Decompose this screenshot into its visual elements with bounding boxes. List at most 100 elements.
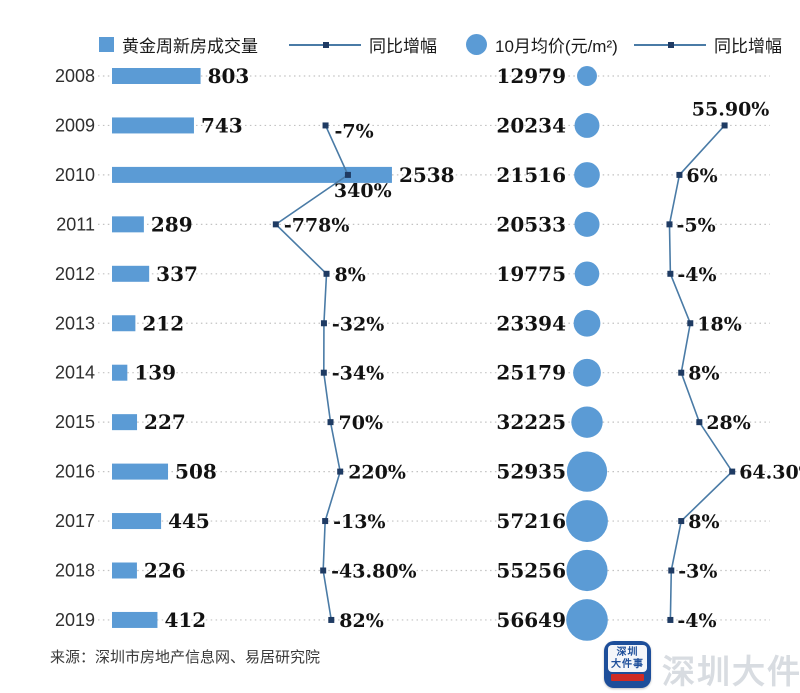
yoy-right-label: 64.30% [739, 462, 800, 484]
yoy-right-marker [729, 468, 736, 475]
year-label: 2017 [55, 511, 95, 531]
bar-value-label: 212 [142, 311, 184, 335]
bar-value-label: 139 [134, 361, 176, 385]
year-label: 2018 [55, 561, 95, 581]
yoy-right-label: -5% [676, 214, 715, 236]
yoy-right-marker [678, 369, 685, 376]
bar-value-label: 289 [151, 212, 193, 236]
bar-value-label: 226 [144, 559, 186, 583]
bar [112, 315, 136, 332]
price-bubble [574, 211, 600, 237]
line-series-swatch-icon [289, 38, 361, 51]
bar-layer [112, 68, 392, 628]
yoy-right-label: 6% [686, 165, 717, 187]
bar-value-label: 2538 [399, 163, 455, 187]
price-bubble [573, 358, 601, 387]
year-label: 2011 [56, 214, 95, 234]
legend-label-bar: 黄金周新房成交量 [122, 37, 258, 56]
bar-value-label: 508 [175, 460, 217, 484]
price-label: 20533 [496, 212, 566, 236]
bar-value-label: 743 [201, 113, 243, 137]
yoy-left-marker [344, 171, 351, 178]
yoy-left-marker [320, 369, 327, 376]
yoy-right-label: 55.90% [692, 98, 770, 120]
legend-item-yoy-left: 同比增幅 [289, 32, 437, 57]
bar-value-label: 412 [164, 608, 206, 632]
year-label: 2008 [55, 66, 95, 86]
yoy-right-label: 8% [688, 363, 719, 385]
year-label: 2015 [55, 412, 95, 432]
yoy-left-label: 8% [335, 264, 366, 286]
bar [112, 414, 138, 431]
price-bubble [577, 66, 597, 86]
year-label: 2009 [55, 115, 95, 135]
price-bubble [574, 113, 600, 138]
bar [112, 513, 162, 530]
line-series-swatch-icon [634, 38, 706, 51]
price-label: 56649 [496, 608, 566, 632]
price-label: 21516 [496, 163, 566, 187]
price-label: 52935 [496, 460, 566, 484]
price-bubble [566, 500, 608, 542]
price-bubble [574, 162, 600, 188]
price-label: 32225 [496, 410, 566, 434]
legend-item-yoy-right: 同比增幅 [634, 32, 782, 57]
price-label: 55256 [496, 559, 566, 583]
logo-red-band [611, 674, 644, 681]
price-bubble [574, 261, 600, 287]
legend-label-price: 10月均价(元/m²) [495, 37, 618, 56]
yoy-left-marker [323, 270, 330, 277]
yoy-right-label: 8% [688, 511, 719, 533]
price-label: 20234 [496, 113, 566, 137]
bar-value-label: 337 [156, 262, 198, 286]
bar-value-label: 445 [168, 509, 210, 533]
yoy-right-label: 28% [706, 412, 751, 434]
legend-item-price: 10月均价(元/m²) [466, 32, 618, 57]
yoy-left-marker [320, 567, 327, 574]
yoy-left-label: -34% [332, 363, 384, 385]
yoy-right-label: -4% [677, 264, 716, 286]
yoy-left-label: -43.80% [331, 561, 416, 583]
yoy-left-marker [322, 122, 329, 129]
bar-value-label: 227 [144, 410, 186, 434]
price-label: 12979 [496, 64, 566, 88]
year-label: 2019 [55, 610, 95, 630]
yoy-right-label: -3% [678, 561, 717, 583]
bar-value-label: 803 [208, 64, 250, 88]
yoy-left-marker [272, 221, 279, 228]
yoy-left-marker [337, 468, 344, 475]
bar-series-swatch-icon [99, 37, 114, 52]
line-layer [272, 122, 736, 623]
yoy-left-label: -32% [332, 313, 384, 335]
bar [112, 611, 158, 628]
bar [112, 463, 169, 480]
grid-layer [98, 75, 770, 621]
year-label: 2010 [55, 165, 95, 185]
yoy-left-marker [322, 518, 329, 525]
price-bubble [573, 309, 601, 337]
source-note: 来源：深圳市房地产信息网、易居研究院 [50, 649, 321, 666]
yoy-right-marker [678, 518, 685, 525]
yoy-left-label: 70% [339, 412, 384, 434]
price-label: 57216 [496, 509, 566, 533]
szplus-app-logo: 深圳 大件事 [604, 641, 651, 688]
yoy-left-label: 220% [348, 462, 406, 484]
yoy-right-marker [696, 419, 703, 426]
yoy-left-label: 82% [339, 610, 384, 632]
price-bubble [571, 406, 603, 438]
price-label: 23394 [496, 311, 566, 335]
bar [112, 216, 144, 233]
price-label: 19775 [496, 262, 566, 286]
bar [112, 117, 194, 134]
bar [112, 68, 201, 84]
legend-item-bar: 黄金周新房成交量 [99, 32, 258, 57]
yoy-right-label: -4% [677, 610, 716, 632]
label-layer: 2008 803 12979 2009 743 20234 2010 2538 21516 201… [55, 64, 800, 632]
price-label: 25179 [496, 361, 566, 385]
yoy-right-marker [676, 171, 683, 178]
year-label: 2016 [55, 462, 95, 482]
price-bubble [566, 549, 608, 592]
bubble-series-swatch-icon [466, 34, 487, 55]
